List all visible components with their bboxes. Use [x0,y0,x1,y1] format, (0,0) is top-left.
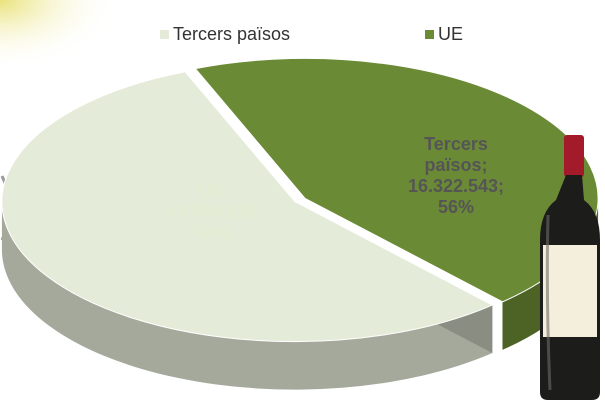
data-label: UE; 13.005.810; 44% [165,180,263,243]
bottle-label [543,245,597,337]
legend-swatch [160,30,169,39]
legend-label: Tercers països [173,24,290,44]
bottle-highlight [545,214,552,391]
corner-glow [0,0,120,70]
pie [1,57,599,390]
wine-bottle [540,135,600,400]
legend-swatch [425,30,434,39]
legend: Tercers països UE [160,24,463,44]
legend-label: UE [438,24,463,44]
data-label: Tercers països; 16.322.543; 56% [407,134,505,217]
slice [1,71,494,343]
slice-side [1,201,493,390]
bottle-capsule [564,135,584,177]
slice-side [502,198,599,350]
